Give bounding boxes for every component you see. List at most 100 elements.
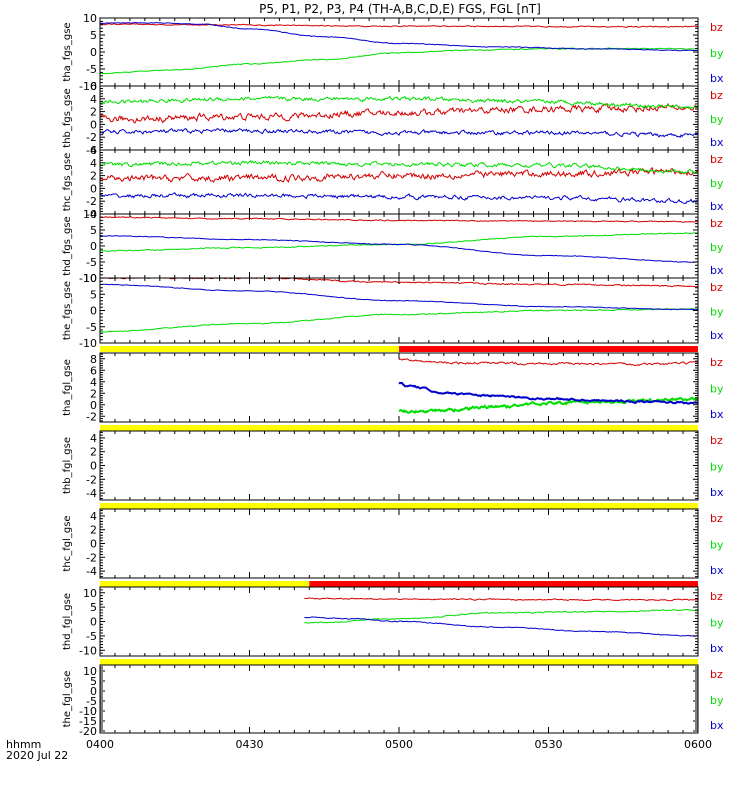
y-tick-label: -5: [86, 630, 97, 643]
y-tick-label: 8: [90, 353, 97, 366]
y-tick-label: -10: [79, 644, 97, 657]
y-tick-label: -5: [86, 256, 97, 269]
legend-bz: bz: [710, 590, 723, 603]
y-tick-label: 0: [90, 538, 97, 551]
y-tick-label: 2: [90, 446, 97, 459]
y-tick-label: 5: [90, 675, 97, 688]
series-group: [100, 216, 698, 263]
y-tick-label: -2: [86, 410, 97, 423]
legend-bx: bx: [710, 264, 724, 277]
x-tick-label: 0400: [86, 738, 114, 751]
legend-bz: bz: [710, 512, 723, 525]
series-by-line: [100, 307, 698, 333]
series-group: [100, 278, 698, 333]
y-axis-label: the_fgl_gse: [62, 671, 73, 728]
series-bx-line: [100, 283, 698, 311]
y-tick-label: 0: [90, 118, 97, 131]
y-tick-label: -10: [79, 705, 97, 718]
legend-by: by: [710, 177, 724, 190]
series-group: [304, 597, 698, 637]
legend-by: by: [710, 306, 724, 319]
y-axis-label: thc_fgl_gse: [62, 515, 73, 571]
y-tick-label: -10: [79, 272, 97, 285]
y-tick-label: 0: [90, 399, 97, 412]
series-bz-line: [100, 102, 698, 124]
y-axis-label: thc_fgs_gse: [62, 153, 73, 212]
y-tick-label: 2: [90, 106, 97, 119]
series-by-line: [304, 608, 698, 624]
y-tick-label: -4: [86, 208, 97, 221]
legend-bx: bx: [710, 200, 724, 213]
y-tick-label: -4: [86, 487, 97, 500]
y-tick-label: -5: [86, 321, 97, 334]
series-by-line: [100, 95, 698, 110]
y-tick-label: -10: [79, 337, 97, 350]
series-bx-line: [100, 21, 698, 52]
y-tick-label: 5: [90, 224, 97, 237]
legend-bx: bx: [710, 72, 724, 85]
legend-by: by: [710, 383, 724, 396]
y-tick-label: 5: [90, 601, 97, 614]
y-tick-label: 0: [90, 305, 97, 318]
panel-frame: [99, 508, 699, 579]
y-tick-label: 4: [90, 432, 97, 445]
legend-by: by: [710, 47, 724, 60]
y-tick-label: -15: [79, 715, 97, 728]
legend-by: by: [710, 694, 724, 707]
series-bx-line: [100, 192, 698, 204]
panel-the_fgs_gse: -10 -5 0 5 10 the_fgs_gse bz by bx: [62, 272, 724, 350]
y-tick-label: 5: [90, 288, 97, 301]
y-tick-label: 0: [90, 240, 97, 253]
legend-bx: bx: [710, 642, 724, 655]
legend-by: by: [710, 539, 724, 552]
status-bar-yellow: [100, 503, 698, 509]
legend-by: by: [710, 113, 724, 126]
series-by-line: [398, 396, 698, 414]
y-tick-label: 5: [90, 29, 97, 42]
status-bar-red: [399, 346, 698, 352]
legend-bz: bz: [710, 21, 723, 34]
y-axis-label: thd_fgs_gse: [62, 216, 73, 275]
y-tick-label: -5: [86, 695, 97, 708]
plot-title: P5, P1, P2, P3, P4 (TH-A,B,C,D,E) FGS, F…: [259, 2, 541, 16]
y-tick-label: -2: [86, 131, 97, 144]
status-bar-yellow: [100, 659, 698, 665]
legend-bx: bx: [710, 329, 724, 342]
y-axis-label: the_fgs_gse: [62, 281, 73, 340]
y-tick-label: -2: [86, 195, 97, 208]
series-group: [100, 95, 698, 139]
legend-bx: bx: [710, 486, 724, 499]
y-tick-label: 6: [90, 144, 97, 157]
y-tick-label: 2: [90, 387, 97, 400]
y-axis-label: tha_fgs_gse: [62, 22, 73, 81]
panel-thd_fgl_gse: -10-50 510 thd_fgl_gse bz by bx: [62, 581, 724, 657]
x-tick-label: 0500: [385, 738, 413, 751]
series-group: [100, 21, 698, 75]
legend-bz: bz: [710, 89, 723, 102]
series-bx-line: [304, 616, 698, 637]
y-tick-label: 6: [90, 80, 97, 93]
y-tick-label: 4: [90, 510, 97, 523]
y-tick-label: -4: [86, 565, 97, 578]
status-bar-red: [309, 581, 698, 587]
status-bar-yellow: [100, 346, 399, 352]
series-bx-line: [100, 234, 698, 263]
series-bx-line: [100, 127, 698, 139]
status-bar-yellow: [100, 425, 698, 431]
y-tick-label: 0: [90, 46, 97, 59]
series-bx-line: [398, 381, 698, 405]
panel-frame: [99, 664, 699, 734]
legend-bx: bx: [710, 719, 724, 732]
legend-by: by: [710, 461, 724, 474]
y-axis-label: thb_fgs_gse: [62, 88, 73, 147]
y-axis-label: thd_fgl_gse: [62, 593, 73, 650]
y-tick-label: -20: [79, 725, 97, 738]
panel-thd_fgs_gse: -10 -5 0 5 10 thd_fgs_gse bz by bx: [62, 208, 724, 285]
time-axis-date: 2020 Jul 22: [6, 749, 68, 762]
